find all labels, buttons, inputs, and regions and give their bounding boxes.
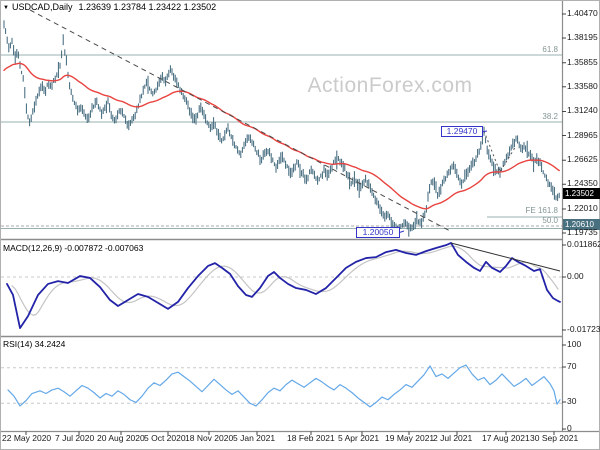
peak-price-annotation[interactable]: 1.29470 [441,126,483,137]
level-price-tag: 1.20610 [563,219,600,230]
current-price-tag: 1.23502 [563,188,600,199]
low-price-annotation[interactable]: 1.20050 [356,227,400,238]
dropdown-icon[interactable]: ▼ [3,5,9,11]
